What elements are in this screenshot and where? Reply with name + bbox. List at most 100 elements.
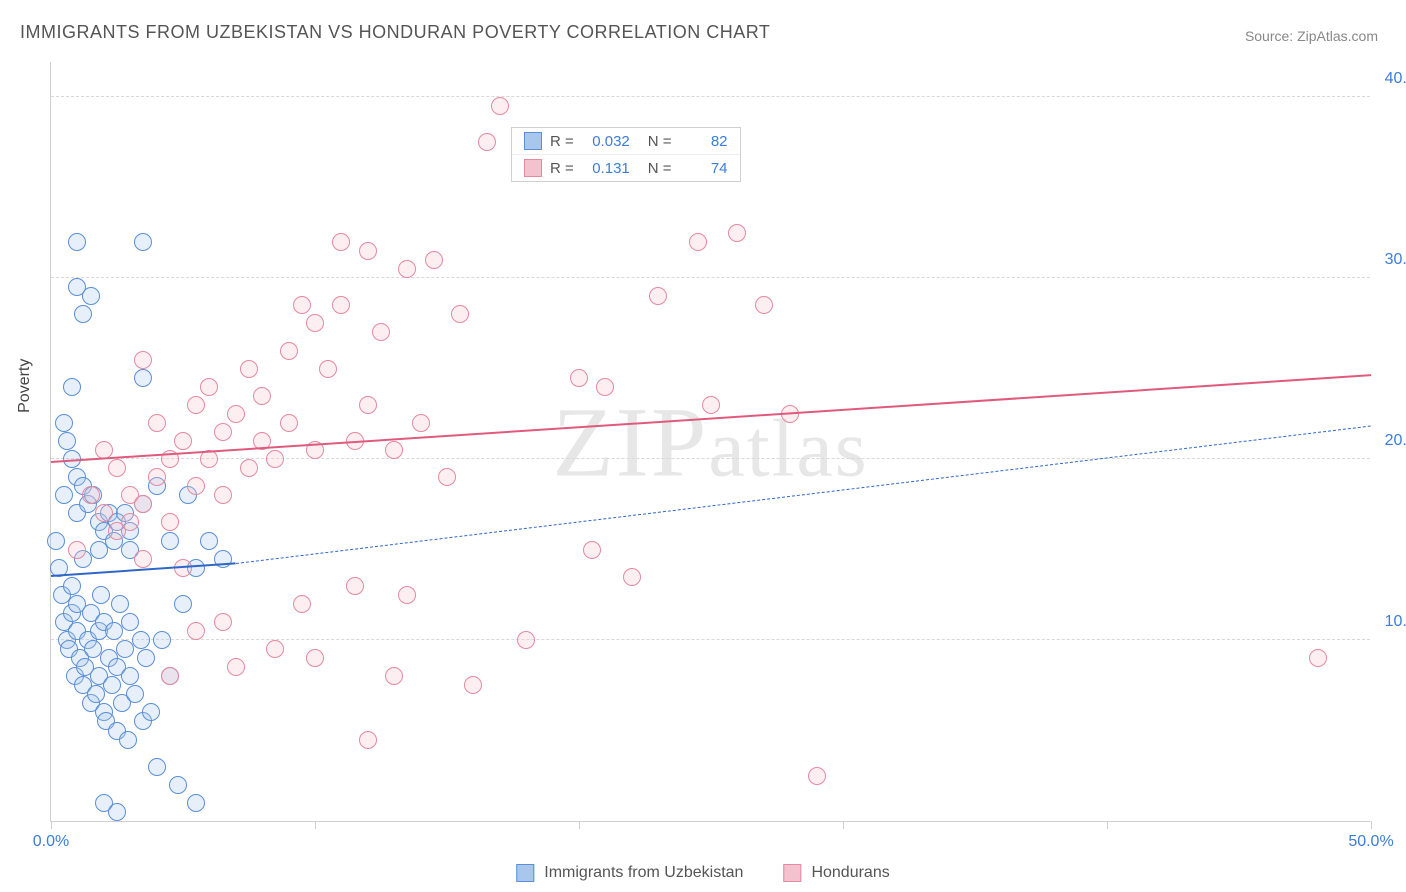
scatter-point <box>108 459 126 477</box>
scatter-point <box>464 676 482 694</box>
scatter-point <box>451 305 469 323</box>
swatch-icon <box>516 864 534 882</box>
chart-title: IMMIGRANTS FROM UZBEKISTAN VS HONDURAN P… <box>20 22 770 43</box>
scatter-point <box>134 351 152 369</box>
scatter-point <box>134 550 152 568</box>
scatter-point <box>649 287 667 305</box>
scatter-point <box>398 260 416 278</box>
scatter-point <box>68 233 86 251</box>
grid-line <box>51 96 1370 97</box>
legend-row-series-2: R = 0.131 N = 74 <box>512 155 740 181</box>
x-tick <box>1371 821 1372 829</box>
y-tick-label: 20.0% <box>1375 432 1406 450</box>
scatter-point <box>755 296 773 314</box>
scatter-point <box>174 595 192 613</box>
scatter-point <box>214 613 232 631</box>
scatter-point <box>63 577 81 595</box>
scatter-point <box>111 595 129 613</box>
scatter-point <box>148 414 166 432</box>
scatter-point <box>68 541 86 559</box>
scatter-point <box>702 396 720 414</box>
scatter-point <box>398 586 416 604</box>
scatter-point <box>153 631 171 649</box>
scatter-point <box>47 532 65 550</box>
scatter-point <box>148 468 166 486</box>
scatter-point <box>359 242 377 260</box>
scatter-point <box>58 432 76 450</box>
y-tick-label: 40.0% <box>1375 70 1406 88</box>
scatter-point <box>227 405 245 423</box>
scatter-point <box>161 532 179 550</box>
scatter-point <box>174 432 192 450</box>
scatter-point <box>187 622 205 640</box>
scatter-point <box>82 287 100 305</box>
x-tick-label: 50.0% <box>1348 833 1393 851</box>
x-tick <box>315 821 316 829</box>
scatter-point <box>372 323 390 341</box>
swatch-icon <box>783 864 801 882</box>
scatter-point <box>121 513 139 531</box>
scatter-point <box>293 595 311 613</box>
scatter-point <box>385 667 403 685</box>
y-axis-label: Poverty <box>16 359 34 413</box>
scatter-point <box>583 541 601 559</box>
scatter-point <box>126 685 144 703</box>
scatter-point <box>359 731 377 749</box>
scatter-point <box>121 613 139 631</box>
scatter-point <box>280 342 298 360</box>
scatter-point <box>200 532 218 550</box>
scatter-point <box>82 486 100 504</box>
scatter-point <box>161 667 179 685</box>
correlation-legend: R = 0.032 N = 82 R = 0.131 N = 74 <box>511 127 741 182</box>
x-tick <box>579 821 580 829</box>
scatter-point <box>74 305 92 323</box>
scatter-point <box>332 296 350 314</box>
x-tick-label: 0.0% <box>33 833 69 851</box>
swatch-icon <box>524 159 542 177</box>
scatter-point <box>119 731 137 749</box>
scatter-point <box>142 703 160 721</box>
scatter-point <box>134 233 152 251</box>
scatter-point <box>108 803 126 821</box>
scatter-point <box>266 640 284 658</box>
scatter-point <box>491 97 509 115</box>
scatter-point <box>808 767 826 785</box>
scatter-point <box>293 296 311 314</box>
swatch-icon <box>524 132 542 150</box>
scatter-point <box>346 577 364 595</box>
scatter-point <box>306 314 324 332</box>
scatter-point <box>137 649 155 667</box>
scatter-point <box>438 468 456 486</box>
scatter-point <box>55 414 73 432</box>
scatter-point <box>412 414 430 432</box>
source-attribution: Source: ZipAtlas.com <box>1245 28 1378 44</box>
scatter-point <box>478 133 496 151</box>
legend-item-series-1: Immigrants from Uzbekistan <box>516 864 743 882</box>
grid-line <box>51 639 1370 640</box>
scatter-point <box>132 631 150 649</box>
scatter-point <box>187 794 205 812</box>
scatter-point <box>266 450 284 468</box>
scatter-point <box>253 387 271 405</box>
scatter-point <box>1309 649 1327 667</box>
x-tick <box>1107 821 1108 829</box>
scatter-point <box>92 586 110 604</box>
series-legend: Immigrants from Uzbekistan Hondurans <box>516 864 889 882</box>
scatter-point <box>306 649 324 667</box>
scatter-point <box>240 360 258 378</box>
scatter-point <box>134 369 152 387</box>
scatter-point <box>121 667 139 685</box>
grid-line <box>51 277 1370 278</box>
scatter-point <box>227 658 245 676</box>
plot-area: ZIPatlas 10.0%20.0%30.0%40.0%0.0%50.0% R… <box>50 62 1370 822</box>
x-tick <box>843 821 844 829</box>
scatter-point <box>240 459 258 477</box>
scatter-point <box>169 776 187 794</box>
scatter-point <box>214 423 232 441</box>
scatter-point <box>517 631 535 649</box>
scatter-point <box>728 224 746 242</box>
scatter-point <box>214 486 232 504</box>
scatter-point <box>161 513 179 531</box>
scatter-point <box>200 378 218 396</box>
scatter-point <box>319 360 337 378</box>
